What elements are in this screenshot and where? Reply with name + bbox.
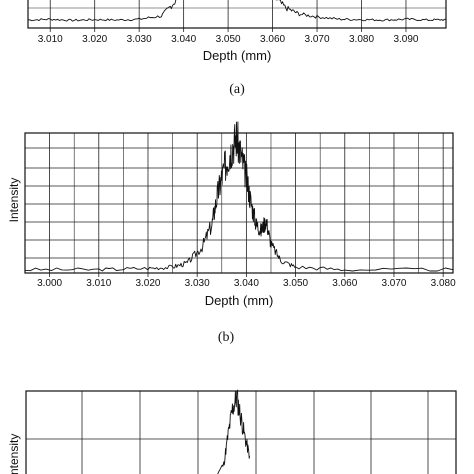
panel-c-grid xyxy=(25,391,457,474)
panel-b-xlabel: Depth (mm) xyxy=(205,293,274,308)
panel-a-frame xyxy=(27,0,447,29)
panel-b-trace xyxy=(24,121,454,272)
panel-c-ylabel: Intensity xyxy=(7,434,21,474)
panel-b-xtick-label-6: 3.060 xyxy=(332,278,357,289)
panel-b-caption: (b) xyxy=(218,330,235,345)
panel-b-xtick-labels: 3.000 3.010 3.020 3.030 3.040 3.050 3.060 3.070… xyxy=(37,278,456,289)
panel-a-xtick-label-4: 3.050 xyxy=(216,34,241,45)
panel-b-frame xyxy=(24,132,454,274)
panel-a-trace xyxy=(27,0,447,22)
panel-a: 3.010 3.020 3.030 3.040 3.050 3.060 3.070 3.080… xyxy=(27,0,447,97)
panel-b-ylabel: Intensity xyxy=(7,178,21,223)
panel-b-xtick-label-5: 3.050 xyxy=(283,278,308,289)
panel-a-xtick-label-7: 3.080 xyxy=(349,34,374,45)
panel-a-xtick-label-2: 3.030 xyxy=(127,34,152,45)
panel-a-xtick-label-8: 3.090 xyxy=(393,34,418,45)
panel-b-xtick-label-8: 3.080 xyxy=(431,278,456,289)
panel-b-xtick-label-3: 3.030 xyxy=(185,278,210,289)
panel-b-xtick-label-0: 3.000 xyxy=(37,278,62,289)
panel-b-xtick-label-4: 3.040 xyxy=(234,278,259,289)
panel-b-xtick-label-7: 3.070 xyxy=(381,278,406,289)
panel-a-caption: (a) xyxy=(229,82,245,97)
panel-c: Intensity xyxy=(7,389,457,474)
panel-a-xtick-label-3: 3.040 xyxy=(171,34,196,45)
panel-b: 3.000 3.010 3.020 3.030 3.040 3.050 3.060 3.070… xyxy=(7,121,456,345)
panel-a-grid xyxy=(28,0,446,32)
panel-a-xlabel: Depth (mm) xyxy=(203,48,272,63)
panel-c-trace xyxy=(217,389,251,474)
panel-b-xtick-label-1: 3.010 xyxy=(86,278,111,289)
panel-a-xtick-label-6: 3.070 xyxy=(305,34,330,45)
panel-a-xtick-labels: 3.010 3.020 3.030 3.040 3.050 3.060 3.070 3.080… xyxy=(38,34,419,45)
panel-a-xtick-label-1: 3.020 xyxy=(82,34,107,45)
panel-a-xtick-label-5: 3.060 xyxy=(260,34,285,45)
panel-b-xtick-label-2: 3.020 xyxy=(135,278,160,289)
panel-c-frame xyxy=(25,390,457,474)
panel-a-xtick-label-0: 3.010 xyxy=(38,34,63,45)
